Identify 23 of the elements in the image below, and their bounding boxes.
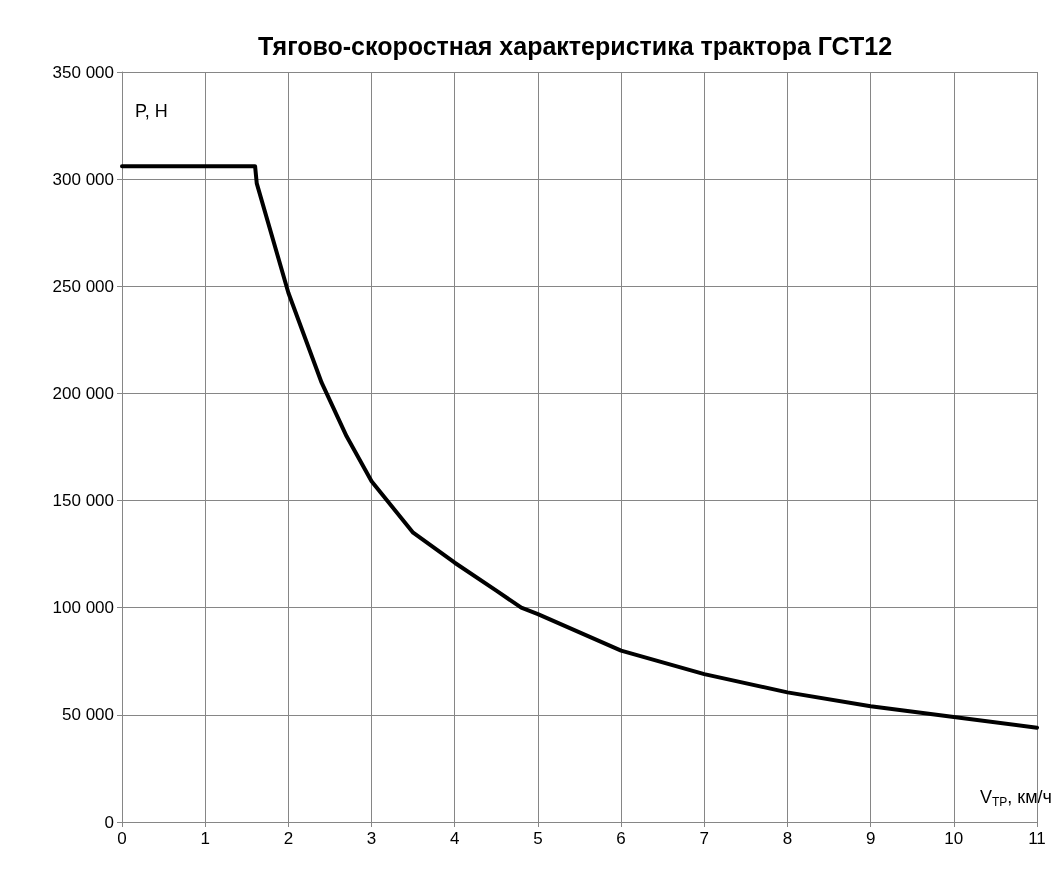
chart-title: Тягово-скоростная характеристика трактора ГСТ12 [257, 31, 893, 60]
y-tick-label: 50 000 [62, 705, 114, 725]
y-axis-title: P, Н [135, 101, 168, 121]
x-tick-label: 4 [449, 829, 460, 848]
y-tick-label: 200 000 [52, 383, 114, 403]
x-tick-label: 8 [782, 829, 793, 848]
y-tick-label: 150 000 [52, 491, 114, 511]
y-tick-label: 300 000 [52, 169, 114, 189]
x-tick-label: 1 [200, 829, 210, 848]
x-tick-label: 10 [944, 829, 964, 848]
x-tick-label: 9 [865, 829, 876, 848]
x-tick-label: 5 [533, 829, 543, 848]
y-tick-label: 350 000 [52, 62, 114, 82]
x-tick-label: 0 [117, 829, 127, 848]
y-tick-label: 100 000 [52, 598, 114, 618]
x-tick-label: 11 [1028, 829, 1046, 848]
y-tick-label: 250 000 [52, 276, 114, 296]
line-series [120, 164, 1039, 730]
x-tick-label: 3 [366, 829, 377, 848]
x-tick-label: 6 [616, 829, 626, 848]
x-tick-label: 7 [699, 829, 710, 848]
x-tick-label: 2 [283, 829, 294, 848]
y-tick-label: 0 [104, 812, 114, 832]
